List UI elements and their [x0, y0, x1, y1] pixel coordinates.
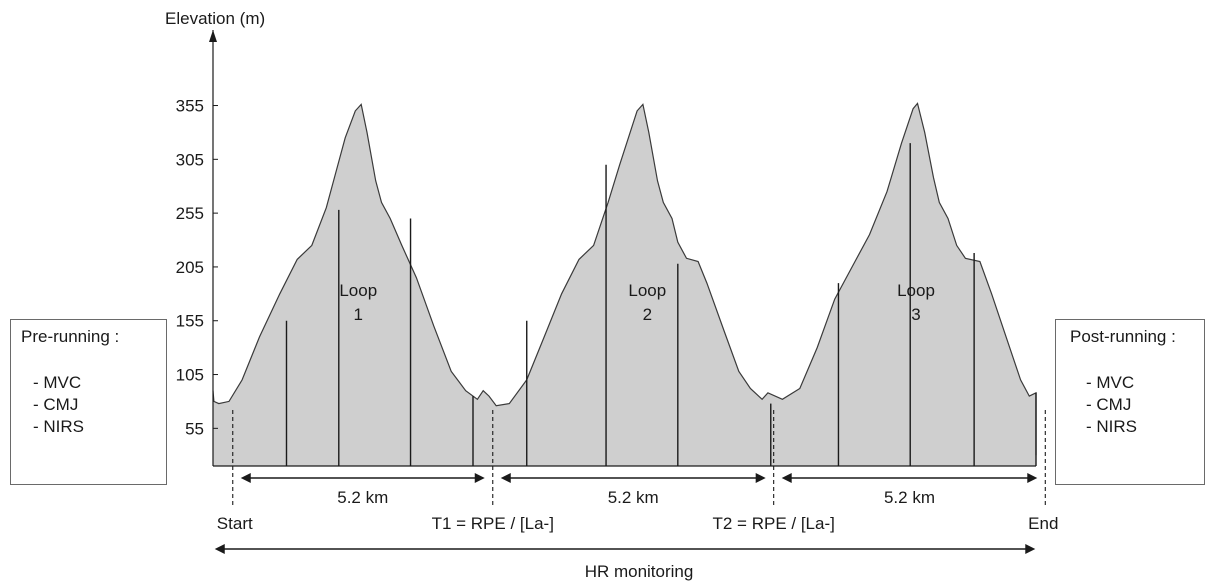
loop-number: 1 [354, 305, 363, 324]
y-tick-label: 155 [176, 312, 204, 331]
list-item: - MVC [1086, 373, 1135, 392]
elevation-profile-line [212, 102, 1037, 456]
y-tick-label: 305 [176, 150, 204, 169]
post-running-list: - MVC - CMJ - NIRS [1086, 372, 1137, 438]
post-running-box: Post-running : - MVC - CMJ - NIRS [1055, 319, 1205, 485]
marker-label: T1 = RPE / [La-] [432, 514, 554, 533]
list-item: - CMJ [1086, 395, 1132, 414]
hr-monitoring-arrow-head-right [1025, 544, 1036, 554]
distance-arrow-head-right [1027, 473, 1038, 483]
distance-arrow-head-left [500, 473, 511, 483]
distance-label: 5.2 km [608, 488, 659, 507]
distance-label: 5.2 km [884, 488, 935, 507]
y-tick-label: 105 [176, 366, 204, 385]
distance-arrow-head-left [781, 473, 792, 483]
list-item: - NIRS [33, 417, 84, 436]
list-item: - NIRS [1086, 417, 1137, 436]
marker-label: T2 = RPE / [La-] [712, 514, 834, 533]
hr-monitoring-label: HR monitoring [585, 562, 694, 581]
y-tick-label: 255 [176, 204, 204, 223]
distance-arrow-head-right [755, 473, 766, 483]
y-tick-label: 355 [176, 97, 204, 116]
distance-arrow-head-left [240, 473, 251, 483]
post-running-title: Post-running : [1070, 327, 1176, 346]
y-axis-title: Elevation (m) [165, 9, 265, 28]
list-item: - MVC [33, 373, 82, 392]
hr-monitoring-arrow-head-left [214, 544, 225, 554]
loop-number: 3 [911, 305, 920, 324]
distance-label: 5.2 km [337, 488, 388, 507]
loop-label: Loop [897, 281, 935, 300]
marker-label: End [1028, 514, 1058, 533]
y-tick-label: 55 [185, 419, 204, 438]
loop-label: Loop [339, 281, 377, 300]
distance-arrow-head-right [474, 473, 485, 483]
pre-running-list: - MVC - CMJ - NIRS [33, 372, 84, 438]
loop-label: Loop [628, 281, 666, 300]
list-item: - CMJ [33, 395, 79, 414]
pre-running-title: Pre-running : [21, 327, 120, 346]
loop-number: 2 [643, 305, 652, 324]
marker-label: Start [217, 514, 253, 533]
pre-running-box: Pre-running : - MVC - CMJ - NIRS [10, 319, 167, 485]
y-tick-label: 205 [176, 258, 204, 277]
y-axis-arrowhead [209, 30, 217, 42]
elevation-area [213, 103, 1036, 467]
